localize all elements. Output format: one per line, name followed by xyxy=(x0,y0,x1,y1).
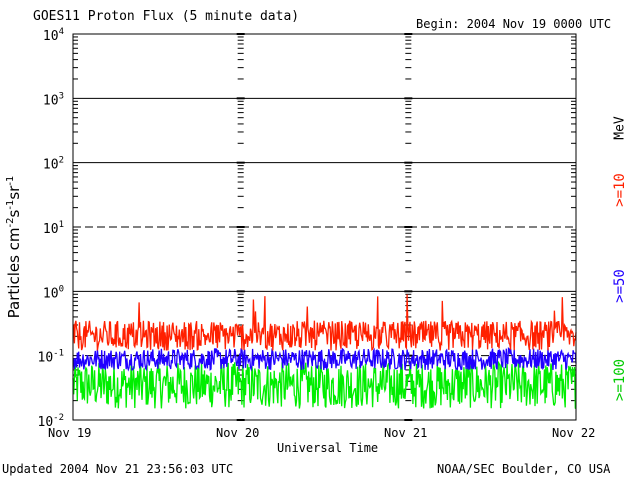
y-axis-label-main: Particles cm xyxy=(5,227,23,319)
legend-series-50: >=50 xyxy=(612,269,628,303)
y-tick-exp: 0 xyxy=(59,284,64,294)
y-tick-exp: 2 xyxy=(59,156,64,166)
y-tick-exp: -2 xyxy=(53,413,64,423)
y-axis-label-part: sr xyxy=(5,185,23,200)
credit-label: NOAA/SEC Boulder, CO USA xyxy=(437,462,611,476)
y-axis-label-sup: -2 xyxy=(5,217,16,228)
y-tick-label: 100 xyxy=(43,284,64,301)
chart-title: GOES11 Proton Flux (5 minute data) xyxy=(33,9,300,24)
y-tick-base: 10 xyxy=(43,93,59,108)
x-tick-label: Nov 19 xyxy=(48,426,92,440)
legend-series-10: >=10 xyxy=(612,173,628,207)
y-tick-label: 102 xyxy=(43,156,64,173)
legend-series-100: >=100 xyxy=(612,358,628,402)
y-tick-base: 10 xyxy=(43,29,59,44)
y-tick-label: 103 xyxy=(43,91,64,108)
plot-frame xyxy=(72,33,577,421)
x-tick-label: Nov 21 xyxy=(384,426,428,440)
y-axis-label-part: s xyxy=(5,209,23,218)
x-tick-label: Nov 20 xyxy=(216,426,260,440)
y-axis-label-sup: -1 xyxy=(5,175,16,186)
series-line-1 xyxy=(72,347,577,372)
y-tick-base: 10 xyxy=(43,222,59,237)
y-tick-base: 10 xyxy=(43,158,59,173)
y-tick-exp: 4 xyxy=(59,27,64,37)
y-tick-label: 10-2 xyxy=(38,413,65,430)
y-axis-label: Particles cm-2s-1sr-1 xyxy=(5,176,23,319)
y-axis-label-sup: -1 xyxy=(5,199,16,210)
y-tick-base: 10 xyxy=(38,415,54,430)
y-tick-label: 104 xyxy=(43,27,64,44)
y-tick-exp: 3 xyxy=(59,91,64,101)
y-tick-label: 10-1 xyxy=(38,349,65,366)
legend-unit: MeV xyxy=(612,116,628,140)
x-tick-label: Nov 22 xyxy=(552,426,596,440)
series-line-2 xyxy=(72,360,577,410)
chart-series xyxy=(72,294,577,410)
begin-label: Begin: 2004 Nov 19 0000 UTC xyxy=(416,17,612,31)
y-tick-label: 101 xyxy=(43,220,64,237)
series-line-0 xyxy=(72,294,577,351)
y-tick-base: 10 xyxy=(38,351,54,366)
x-axis-label: Universal Time xyxy=(277,441,379,455)
y-tick-exp: 1 xyxy=(59,220,64,230)
updated-timestamp: Updated 2004 Nov 21 23:56:03 UTC xyxy=(2,462,234,476)
y-tick-exp: -1 xyxy=(53,349,64,359)
y-tick-base: 10 xyxy=(43,286,59,301)
